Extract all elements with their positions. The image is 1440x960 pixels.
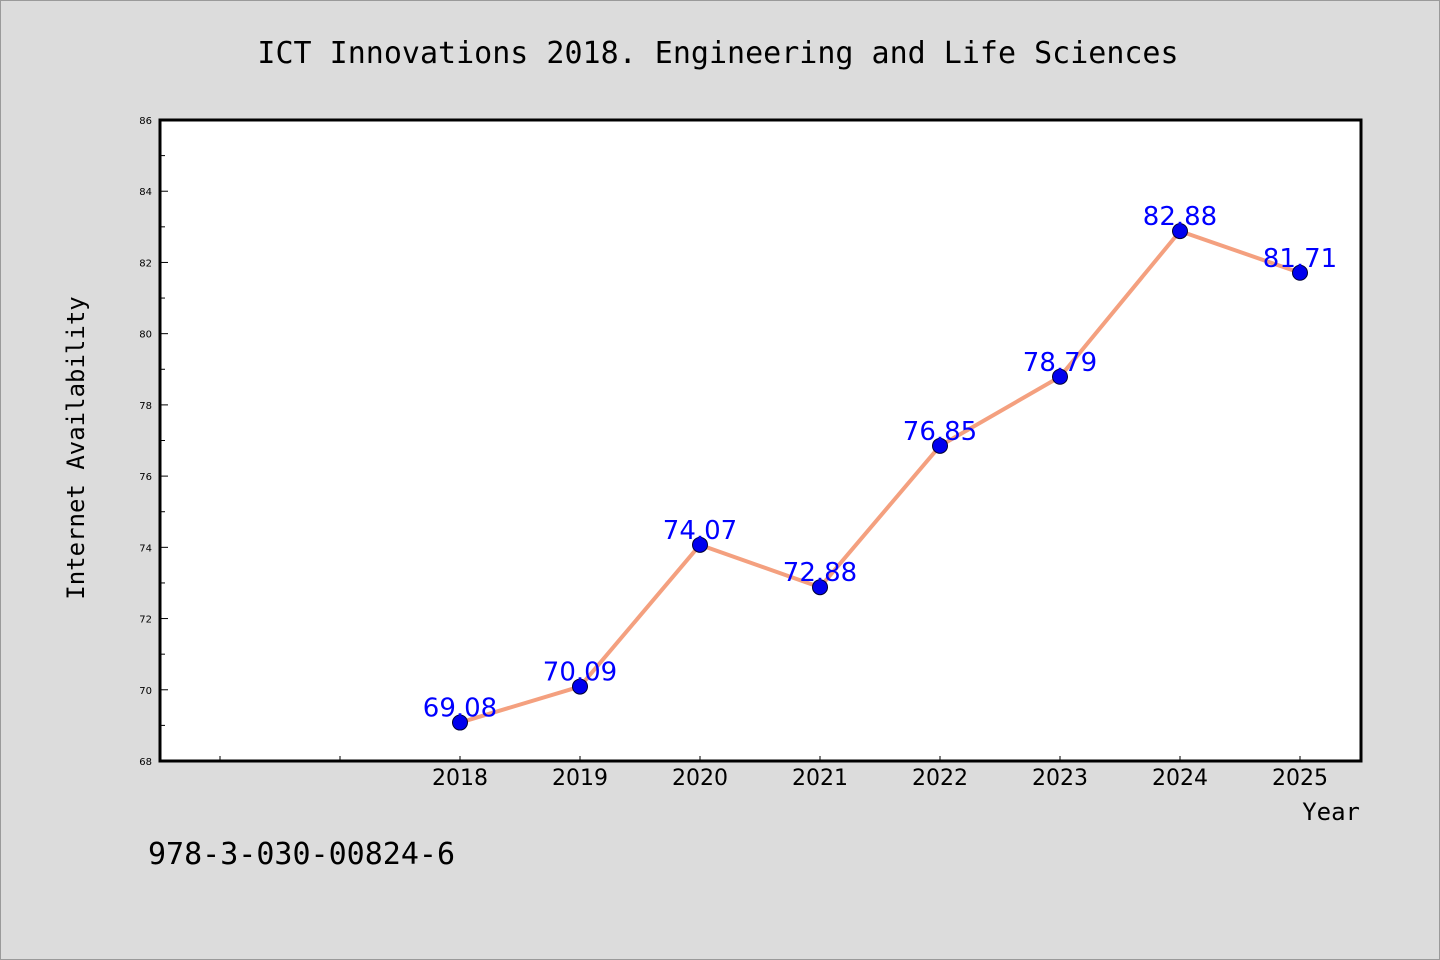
y-tick-label: 76 [139, 472, 152, 483]
data-labels: 69.08 70.09 74.07 72.88 76.85 78.79 82.88 81.71 [423, 202, 1337, 723]
data-point [1292, 264, 1308, 281]
data-point [692, 536, 708, 553]
y-tick-label: 68 [139, 757, 152, 768]
data-label: 78.79 [1023, 348, 1097, 378]
y-axis-label: Internet Availability [62, 296, 90, 599]
data-point [1172, 223, 1188, 240]
x-tick-label: 2024 [1152, 766, 1208, 791]
x-tick-label: 2019 [552, 766, 608, 791]
y-tick-label: 80 [139, 330, 152, 341]
data-point [452, 714, 468, 731]
data-label: 74.07 [663, 516, 737, 546]
data-point [812, 579, 828, 596]
data-point [932, 437, 948, 454]
y-axis: 68 70 72 74 76 78 80 82 84 86 [139, 116, 168, 768]
y-tick-label: 72 [139, 615, 152, 626]
x-tick-label: 2018 [432, 766, 488, 791]
series-path [459, 229, 1301, 725]
x-tick-label: 2022 [912, 766, 968, 791]
data-label: 72.88 [783, 558, 857, 588]
data-label: 76.85 [903, 417, 977, 447]
series-line [452, 223, 1308, 731]
x-tick-label: 2020 [672, 766, 728, 791]
y-tick-label: 74 [139, 543, 152, 554]
data-label: 70.09 [543, 658, 617, 688]
isbn-text: 978-3-030-00824-6 [148, 837, 455, 872]
y-tick-label: 82 [139, 258, 152, 269]
data-label: 82.88 [1143, 202, 1217, 232]
x-axis: 2018 2019 2020 2021 2022 2023 2024 2025 [219, 756, 1328, 791]
data-point [572, 678, 588, 695]
plot-area [158, 118, 1363, 763]
y-tick-label: 70 [139, 686, 152, 697]
data-label: 81.71 [1263, 244, 1337, 274]
data-label: 69.08 [423, 694, 497, 724]
chart-title: ICT Innovations 2018. Engineering and Li… [257, 36, 1178, 71]
y-tick-label: 84 [139, 187, 152, 198]
x-axis-label: Year [1302, 798, 1360, 826]
y-tick-label: 78 [139, 401, 152, 412]
x-tick-label: 2023 [1032, 766, 1088, 791]
data-point [1052, 368, 1068, 385]
x-tick-label: 2025 [1272, 766, 1328, 791]
y-tick-label: 86 [139, 116, 152, 127]
x-tick-label: 2021 [792, 766, 848, 791]
